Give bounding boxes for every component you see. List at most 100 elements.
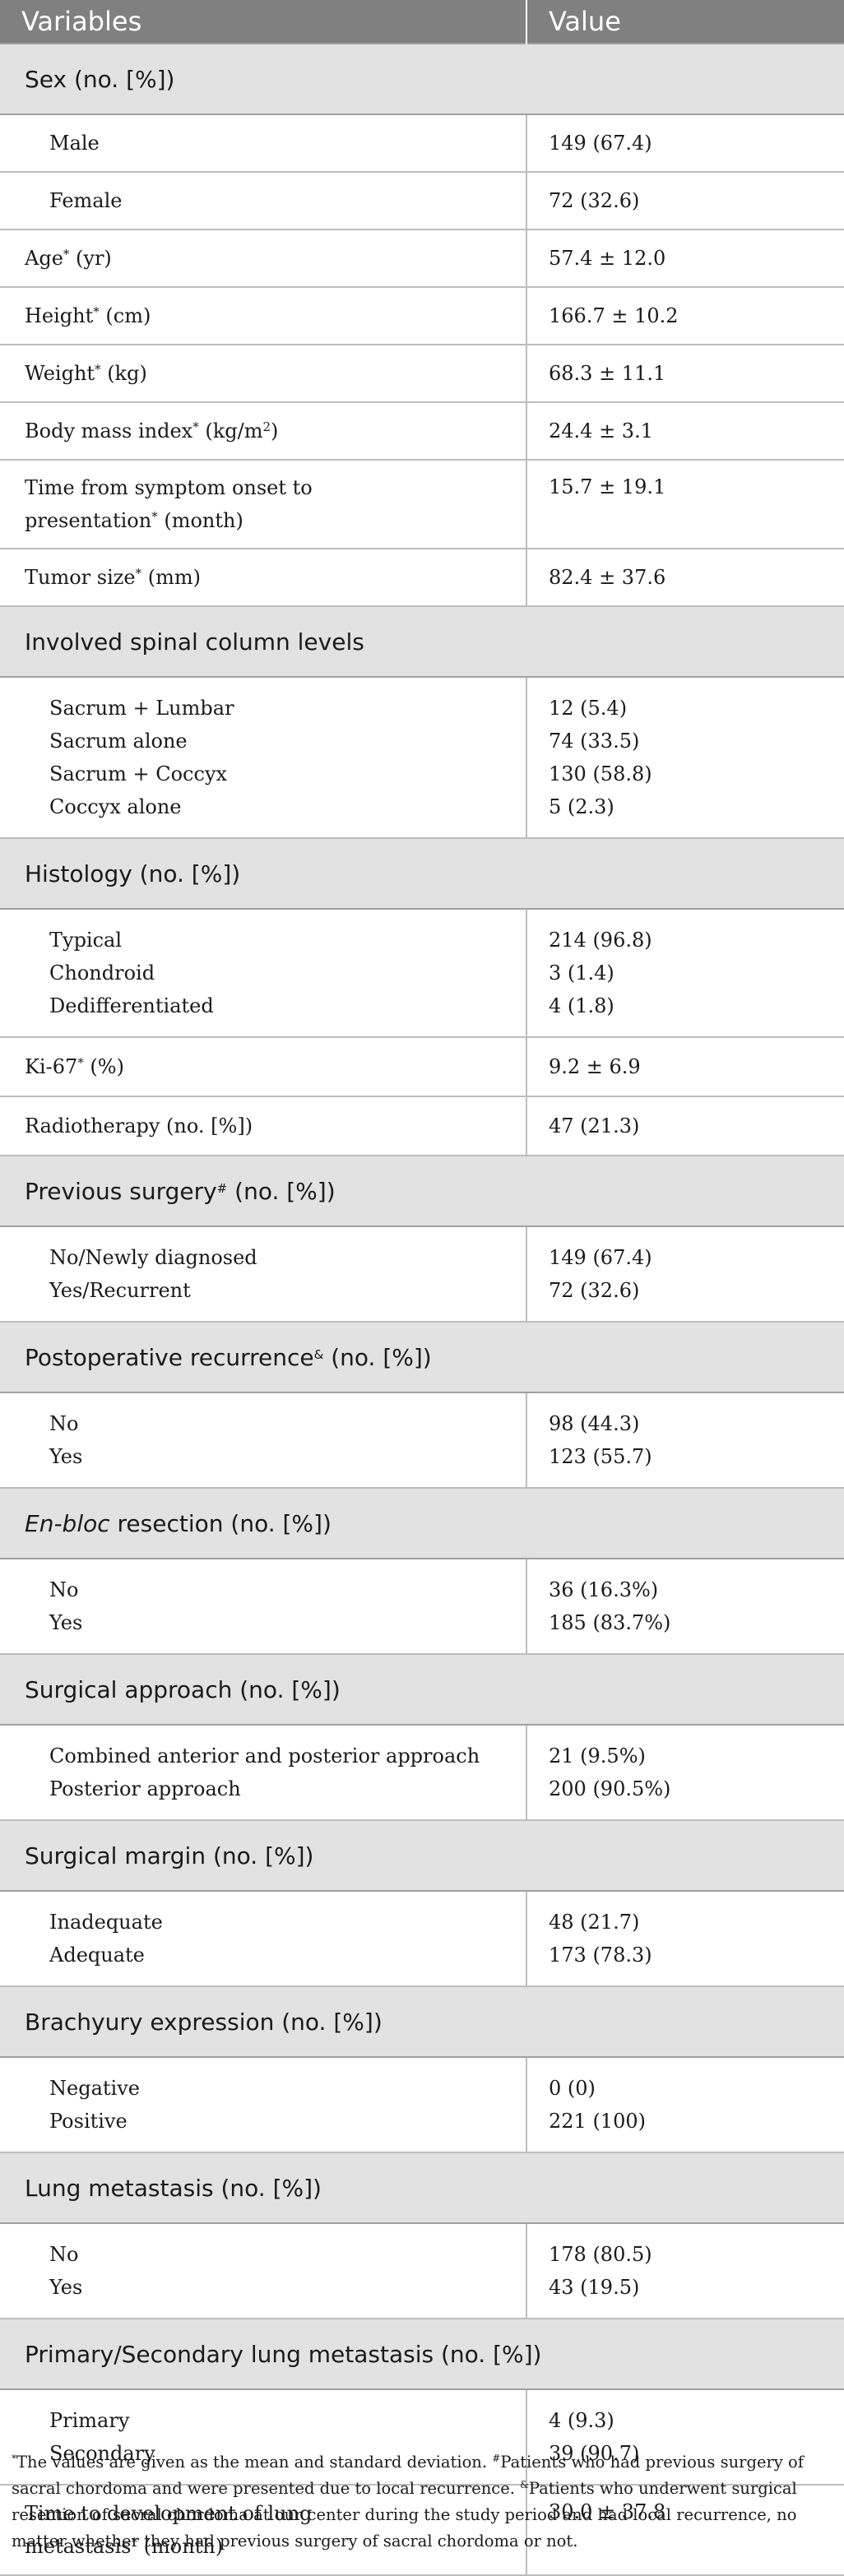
list-item: Adequate [49, 1944, 145, 1967]
list-value: 4 (1.8) [549, 994, 614, 1017]
list-item: Positive [49, 2110, 128, 2133]
table-row: Time from symptom onset to presentation*… [0, 460, 844, 549]
list-value: 185 (83.7%) [549, 1611, 671, 1634]
row-label: Ki-67* (%) [0, 1037, 527, 1097]
list-item: Chondroid [49, 961, 155, 985]
row-value-list: 36 (16.3%) 185 (83.7%) [526, 1559, 844, 1655]
list-value: 130 (58.8) [549, 762, 652, 785]
section-title: Histology (no. [%]) [0, 837, 844, 910]
section-title: Previous surgery# (no. [%]) [0, 1155, 844, 1227]
list-value: 74 (33.5) [549, 730, 640, 753]
section-title: Surgical approach (no. [%]) [0, 1653, 844, 1726]
list-item: Coccyx alone [49, 795, 182, 818]
row-value: 82.4 ± 37.6 [526, 549, 844, 607]
list-item: No [49, 1578, 79, 1601]
list-item: Negative [49, 2077, 140, 2100]
list-value: 5 (2.3) [549, 795, 614, 818]
row-label: Height* (cm) [0, 287, 527, 345]
row-label: Weight* (kg) [0, 345, 527, 403]
table-row: Ki-67* (%) 9.2 ± 6.9 [0, 1037, 844, 1097]
row-value-list: 98 (44.3) 123 (55.7) [526, 1392, 844, 1489]
section-primary-secondary: Primary/Secondary lung metastasis (no. [… [0, 2318, 844, 2390]
row-value-list: 178 (80.5) 43 (19.5) [526, 2223, 844, 2319]
section-brachyury: Brachyury expression (no. [%]) [0, 1985, 844, 2058]
table-row-group: Typical Chondroid Dedifferentiated 214 (… [0, 909, 844, 1038]
row-value-list: 214 (96.8) 3 (1.4) 4 (1.8) [526, 909, 844, 1038]
row-value-list: 12 (5.4) 74 (33.5) 130 (58.8) 5 (2.3) [526, 677, 844, 839]
row-value-list: 0 (0) 221 (100) [526, 2057, 844, 2153]
row-label: Time from symptom onset to presentation*… [0, 460, 527, 549]
row-value: 57.4 ± 12.0 [526, 229, 844, 288]
section-title: Surgical margin (no. [%]) [0, 1819, 844, 1892]
row-label-list: No/Newly diagnosed Yes/Recurrent [0, 1226, 527, 1323]
list-value: 72 (32.6) [549, 1279, 640, 1302]
row-label-list: No Yes [0, 2223, 527, 2319]
table-row: Radiotherapy (no. [%]) 47 (21.3) [0, 1096, 844, 1156]
table-row-group: Inadequate Adequate 48 (21.7) 173 (78.3) [0, 1891, 844, 1987]
list-item: Inadequate [49, 1911, 163, 1934]
list-value: 0 (0) [549, 2077, 596, 2100]
table-row-group: Sacrum + Lumbar Sacrum alone Sacrum + Co… [0, 677, 844, 839]
list-item: Sacrum alone [49, 730, 188, 753]
row-label: Female [0, 172, 527, 230]
section-histology: Histology (no. [%]) [0, 837, 844, 910]
section-recurrence: Postoperative recurrence& (no. [%]) [0, 1321, 844, 1393]
row-label: Tumor size* (mm) [0, 549, 527, 607]
row-label: Male [0, 114, 527, 173]
section-title: Primary/Secondary lung metastasis (no. [… [0, 2318, 844, 2390]
section-levels: Involved spinal column levels [0, 605, 844, 678]
list-item: No [49, 2243, 79, 2266]
table-row: Weight* (kg) 68.3 ± 11.1 [0, 345, 844, 403]
list-item: Primary [49, 2409, 130, 2432]
list-item: Yes [49, 1445, 83, 1468]
table-row: Female 72 (32.6) [0, 172, 844, 230]
section-title: Postoperative recurrence& (no. [%]) [0, 1321, 844, 1393]
list-value: 149 (67.4) [549, 1246, 652, 1269]
section-title: Lung metastasis (no. [%]) [0, 2152, 844, 2224]
list-value: 173 (78.3) [549, 1944, 652, 1967]
section-title: Sex (no. [%]) [0, 43, 844, 115]
table-row: Body mass index* (kg/m2) 24.4 ± 3.1 [0, 402, 844, 461]
table-row-group: Primary Secondary 4 (9.3) 39 (90.7) [0, 2389, 844, 2486]
table-footnotes: *The values are given as the mean and st… [12, 2453, 804, 2551]
row-label: Body mass index* (kg/m2) [0, 402, 527, 461]
list-value: 36 (16.3%) [549, 1578, 659, 1601]
row-value: 68.3 ± 11.1 [526, 345, 844, 403]
header-value: Value [526, 0, 844, 44]
section-title: En-bloc resection (no. [%]) [0, 1487, 844, 1559]
list-item: Combined anterior and posterior approach [49, 1744, 480, 1768]
section-title: Brachyury expression (no. [%]) [0, 1985, 844, 2058]
table-row-group: No Yes 178 (80.5) 43 (19.5) [0, 2223, 844, 2319]
list-item: Posterior approach [49, 1777, 241, 1800]
row-label-list: No Yes [0, 1559, 527, 1655]
list-item: Secondary [49, 2442, 155, 2465]
row-label-list: Negative Positive [0, 2057, 527, 2153]
list-value: 4 (9.3) [549, 2409, 614, 2432]
list-value: 214 (96.8) [549, 929, 652, 952]
row-value-list: 48 (21.7) 173 (78.3) [526, 1891, 844, 1987]
table-row-group: Negative Positive 0 (0) 221 (100) [0, 2057, 844, 2153]
row-label-list: Combined anterior and posterior approach… [0, 1725, 527, 1821]
row-value: 166.7 ± 10.2 [526, 287, 844, 345]
list-value: 39 (90.7) [549, 2442, 640, 2465]
table-header: Variables Value [0, 0, 844, 44]
list-value: 21 (9.5%) [549, 1744, 646, 1768]
row-label-list: Sacrum + Lumbar Sacrum alone Sacrum + Co… [0, 677, 527, 839]
row-value: 24.4 ± 3.1 [526, 402, 844, 461]
row-label-list: Typical Chondroid Dedifferentiated [0, 909, 527, 1038]
table-row-group: Combined anterior and posterior approach… [0, 1725, 844, 1821]
row-value: 9.2 ± 6.9 [526, 1037, 844, 1097]
section-title: Involved spinal column levels [0, 605, 844, 678]
table-row-group: No/Newly diagnosed Yes/Recurrent 149 (67… [0, 1226, 844, 1323]
list-value: 43 (19.5) [549, 2276, 640, 2299]
row-value: 149 (67.4) [526, 114, 844, 173]
list-item: Typical [49, 929, 123, 952]
section-sex: Sex (no. [%]) [0, 43, 844, 115]
table-row-group: No Yes 98 (44.3) 123 (55.7) [0, 1392, 844, 1489]
list-item: Sacrum + Lumbar [49, 697, 234, 720]
row-label-list: No Yes [0, 1392, 527, 1489]
row-label: Radiotherapy (no. [%]) [0, 1096, 527, 1156]
list-value: 98 (44.3) [549, 1412, 640, 1435]
